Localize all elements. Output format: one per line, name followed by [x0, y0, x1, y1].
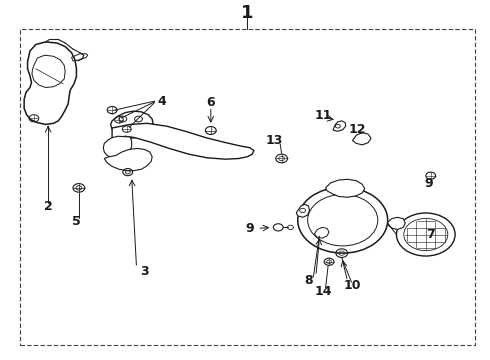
Polygon shape [112, 123, 254, 159]
Polygon shape [326, 179, 365, 197]
Polygon shape [104, 148, 152, 171]
Text: 14: 14 [315, 285, 332, 298]
Text: 9: 9 [245, 222, 254, 235]
Polygon shape [333, 121, 345, 131]
Polygon shape [315, 227, 329, 238]
Circle shape [298, 187, 388, 253]
Text: 4: 4 [158, 95, 166, 108]
Polygon shape [111, 111, 153, 138]
Text: 8: 8 [304, 274, 313, 287]
Text: 11: 11 [315, 109, 332, 122]
Polygon shape [24, 42, 76, 125]
Text: 2: 2 [44, 201, 52, 213]
Text: 3: 3 [141, 265, 149, 278]
Circle shape [396, 213, 455, 256]
Polygon shape [388, 217, 405, 229]
Text: 1: 1 [241, 4, 254, 22]
Text: 6: 6 [206, 96, 215, 109]
Polygon shape [296, 204, 310, 217]
Text: 5: 5 [72, 215, 81, 228]
Polygon shape [103, 136, 132, 158]
Polygon shape [352, 133, 371, 145]
Text: 13: 13 [266, 134, 283, 147]
Text: 10: 10 [344, 279, 361, 292]
Text: 7: 7 [426, 228, 435, 241]
Text: 12: 12 [348, 123, 366, 136]
Text: 9: 9 [424, 177, 433, 190]
